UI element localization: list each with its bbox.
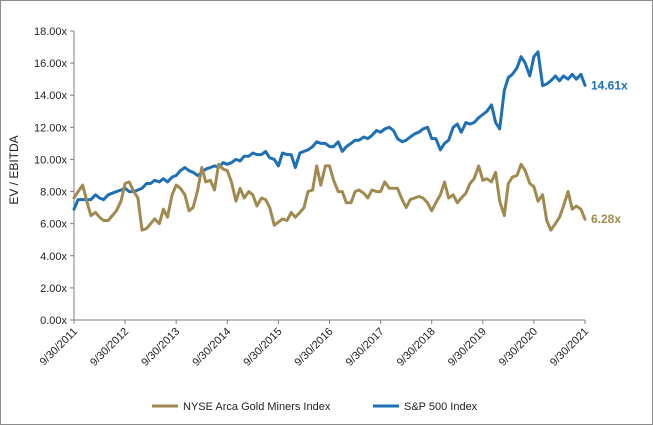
end-value-label: 14.61x xyxy=(591,78,628,92)
x-tick-label: 9/30/2012 xyxy=(88,326,131,369)
y-tick-label: 10.00x xyxy=(34,154,68,166)
x-tick-label: 9/30/2014 xyxy=(190,326,233,369)
series-lines xyxy=(72,50,587,232)
x-tick-label: 9/30/2016 xyxy=(293,326,336,369)
series-line-s-p-500-index xyxy=(72,50,587,211)
y-axis: 0.00x 2.00x 4.00x 6.00x 8.00x 10.00x 12.00x 14.… xyxy=(34,26,75,327)
x-tick-label: 9/30/2017 xyxy=(344,326,387,369)
y-tick-label: 6.00x xyxy=(40,219,67,231)
end-value-label: 6.28x xyxy=(591,212,621,226)
x-tick-label: 9/30/2011 xyxy=(38,326,81,369)
x-tick-label: 9/30/2018 xyxy=(395,326,438,369)
legend: NYSE Arca Gold Miners Index S&P 500 Index xyxy=(152,401,478,413)
end-labels: 14.61x 6.28x xyxy=(591,78,628,226)
legend-entry: S&P 500 Index xyxy=(373,401,478,413)
x-tick-label: 9/30/2019 xyxy=(446,326,489,369)
x-tick-label: 9/30/2013 xyxy=(139,326,182,369)
legend-entry: NYSE Arca Gold Miners Index xyxy=(152,401,331,413)
y-tick-label: 16.00x xyxy=(34,58,68,70)
x-tick-label: 9/30/2021 xyxy=(548,326,591,369)
y-tick-label: 4.00x xyxy=(40,251,67,263)
legend-label: NYSE Arca Gold Miners Index xyxy=(183,401,331,413)
y-tick-label: 0.00x xyxy=(40,315,67,327)
y-tick-label: 14.00x xyxy=(34,90,68,102)
x-axis: 9/30/2011 9/30/2012 9/30/2013 9/30/2014 9/30… xyxy=(38,319,591,369)
y-tick-label: 18.00x xyxy=(34,26,68,38)
x-tick-label: 9/30/2015 xyxy=(241,326,284,369)
x-tick-label: 9/30/2020 xyxy=(497,326,540,369)
y-tick-label: 2.00x xyxy=(40,283,67,295)
series-line-nyse-arca-gold-miners-index xyxy=(72,162,587,232)
y-axis-title: EV / EBITDA xyxy=(7,135,21,204)
y-tick-label: 8.00x xyxy=(40,187,67,199)
y-tick-label: 12.00x xyxy=(34,122,68,134)
legend-label: S&P 500 Index xyxy=(404,401,478,413)
